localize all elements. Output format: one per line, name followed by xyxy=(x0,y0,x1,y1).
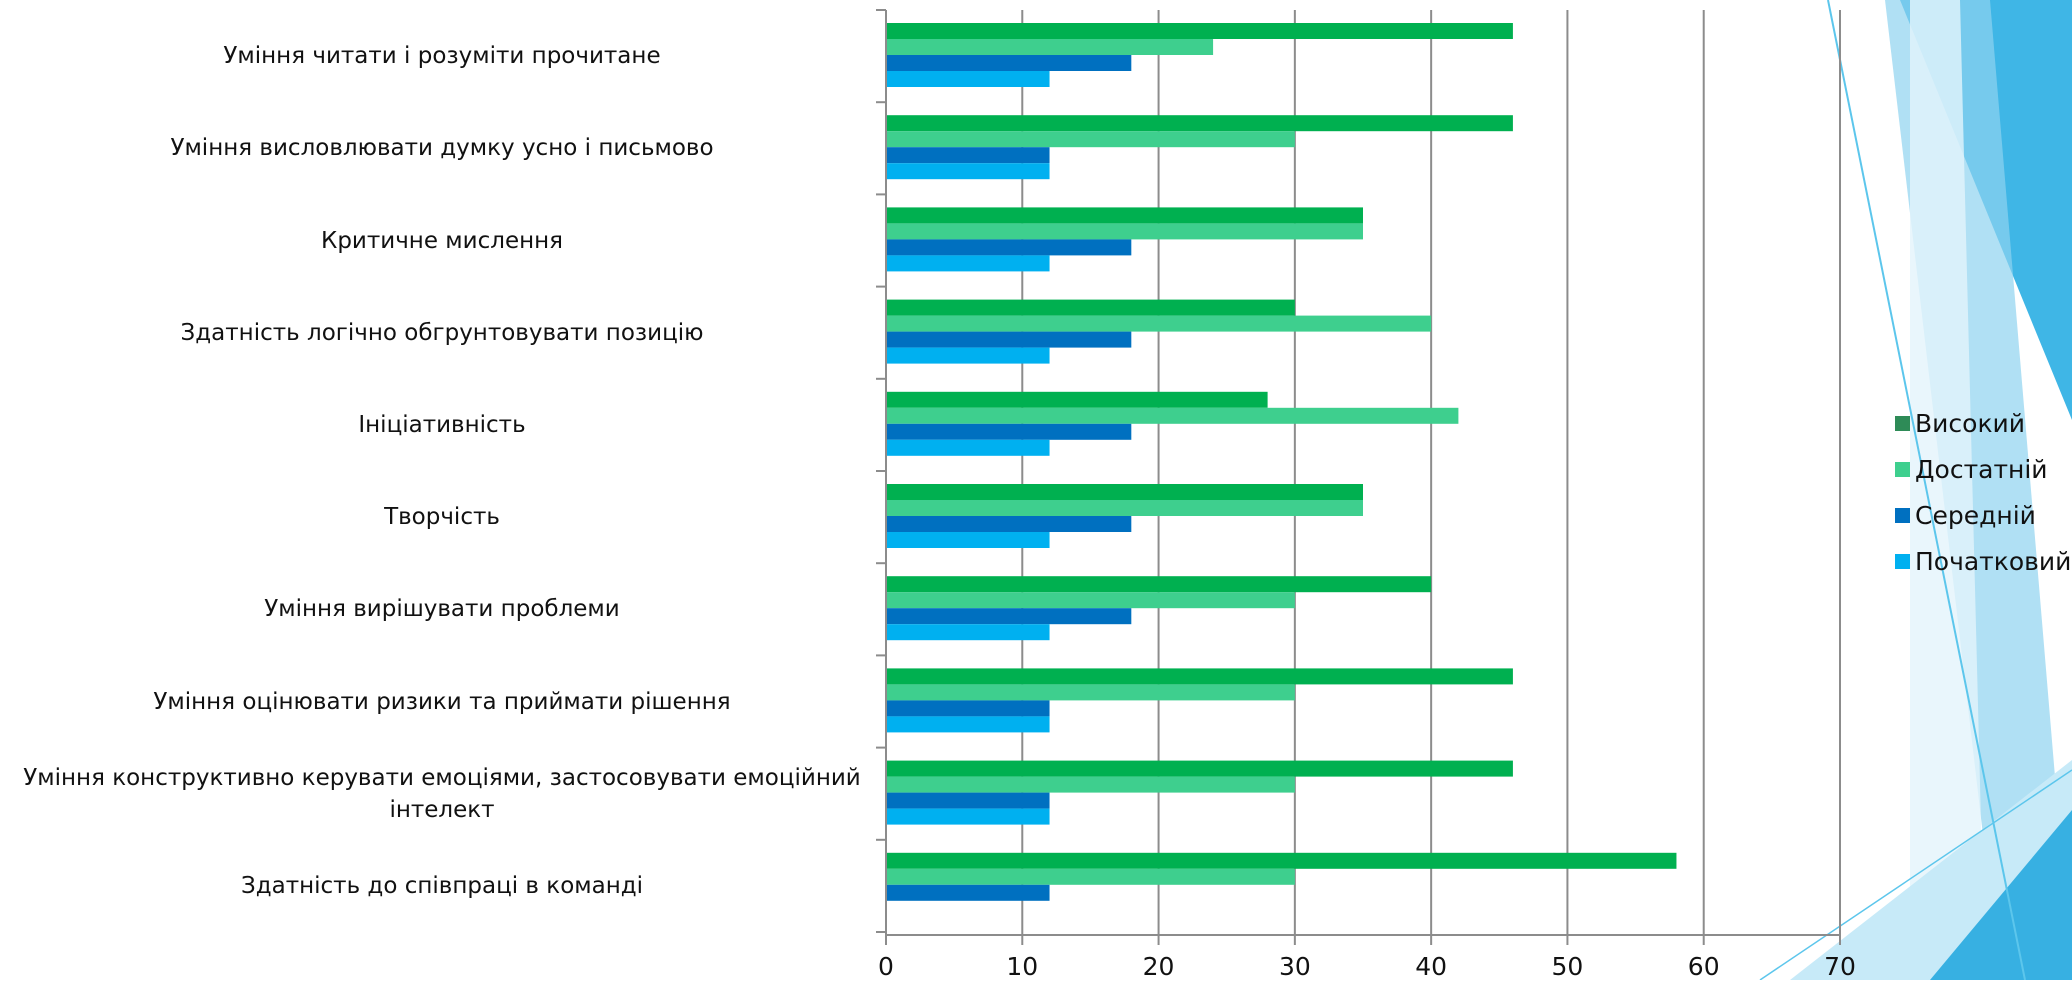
bar xyxy=(886,532,1050,548)
legend-swatch xyxy=(1895,553,1910,569)
bar xyxy=(886,207,1363,224)
category-label: Критичне мислення xyxy=(320,227,564,254)
bar xyxy=(886,115,1513,132)
legend-swatch xyxy=(1895,461,1910,477)
bar xyxy=(886,71,1050,87)
bar xyxy=(886,668,1513,685)
category-label: Здатність до співпраці в команді xyxy=(240,872,644,899)
bars xyxy=(886,23,1677,901)
category-label: Уміння читати і розуміти прочитане xyxy=(223,43,661,70)
deco-line-1 xyxy=(1827,0,2026,981)
bar xyxy=(886,592,1295,609)
bar xyxy=(886,423,1132,440)
deco-shape-3 xyxy=(1910,0,1985,980)
category-label: Уміння вирішувати проблеми xyxy=(264,596,620,623)
legend-swatch xyxy=(1895,507,1910,523)
bar xyxy=(886,23,1513,39)
x-tick-label: 70 xyxy=(1824,952,1856,980)
bar xyxy=(886,716,1050,733)
bar xyxy=(886,852,1677,869)
bar xyxy=(886,608,1132,625)
legend-label: Високий xyxy=(1915,408,2026,438)
bar xyxy=(886,484,1363,500)
bar xyxy=(886,684,1295,701)
legend-item: Середній xyxy=(1895,492,2071,538)
bar xyxy=(886,39,1214,55)
category-label: Уміння конструктивно керувати емоціями, … xyxy=(23,764,861,823)
bar xyxy=(886,239,1132,256)
legend-item: Високий xyxy=(1895,400,2071,446)
x-tick-label: 0 xyxy=(878,952,894,980)
legend-label: Початковий xyxy=(1915,546,2072,576)
bar xyxy=(886,576,1432,593)
deco-shape-5 xyxy=(1930,810,2072,980)
x-tick-label: 40 xyxy=(1415,952,1447,980)
bar xyxy=(886,500,1363,516)
category-label: Уміння оцінювати ризики та приймати ріше… xyxy=(153,688,731,715)
bar xyxy=(886,147,1050,164)
category-label: Творчість xyxy=(384,504,500,531)
bar xyxy=(886,315,1432,332)
bar xyxy=(886,331,1132,348)
bar xyxy=(886,255,1050,272)
axes xyxy=(876,9,1841,945)
bar xyxy=(886,391,1268,408)
x-tick-label: 50 xyxy=(1552,952,1584,980)
bar xyxy=(886,347,1050,364)
legend-label: Достатній xyxy=(1915,454,2048,484)
bar xyxy=(886,163,1050,180)
bar xyxy=(886,792,1050,809)
legend-swatch xyxy=(1895,415,1910,431)
legend-item: Достатній xyxy=(1895,446,2071,492)
bar xyxy=(886,760,1513,777)
category-label: Здатність логічно обгрунтовувати позицію xyxy=(180,319,704,346)
bar xyxy=(886,407,1459,424)
x-tick-label: 60 xyxy=(1688,952,1720,980)
category-label: Ініціативність xyxy=(358,411,526,438)
x-tick-label: 30 xyxy=(1279,952,1311,980)
bar xyxy=(886,624,1050,641)
bar xyxy=(886,131,1295,148)
legend-label: Середній xyxy=(1915,500,2036,530)
bar xyxy=(886,700,1050,717)
legend-item: Початковий xyxy=(1895,538,2071,584)
bar xyxy=(886,55,1132,71)
bar xyxy=(886,223,1363,240)
x-tick-labels: 0 10 20 30 40 50 60 70 xyxy=(878,952,1856,980)
x-tick-label: 20 xyxy=(1143,952,1175,980)
legend: Високий Достатній Середній Початковий xyxy=(1895,400,2071,584)
bar xyxy=(886,516,1132,532)
bar xyxy=(886,299,1295,316)
gridlines xyxy=(1021,10,1841,935)
deco-line-2 xyxy=(1759,769,2072,981)
bar xyxy=(886,868,1295,885)
bar xyxy=(886,884,1050,901)
category-label: Уміння висловлювати думку усно і письмов… xyxy=(170,135,714,162)
bar xyxy=(886,808,1050,825)
x-tick-label: 10 xyxy=(1006,952,1038,980)
bar xyxy=(886,776,1295,793)
bar xyxy=(886,439,1050,456)
